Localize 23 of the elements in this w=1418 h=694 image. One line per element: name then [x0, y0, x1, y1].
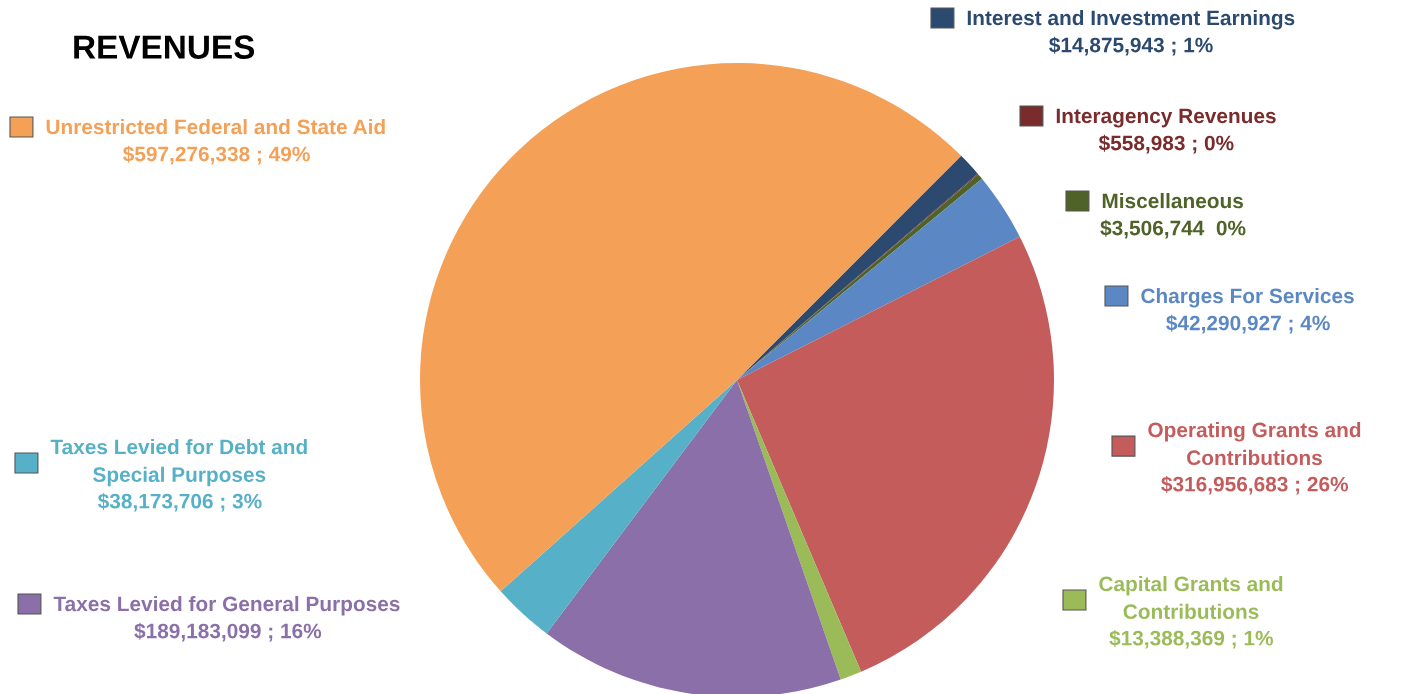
pie-slice: [500, 380, 737, 634]
legend-label: Miscellaneous: [1102, 192, 1243, 209]
data-label: $42,290,927 ; 4%: [1166, 314, 1330, 334]
pie-slice: [546, 380, 841, 694]
pie-slice: [420, 63, 962, 592]
legend-label: Capital Grants and Contributions: [1099, 576, 1283, 620]
legend-label: Interagency Revenues: [1056, 108, 1276, 128]
data-label: $189,183,099 ; 16%: [134, 622, 322, 642]
text: REVENUES: [74, 35, 255, 59]
legend-label: Interest and Investment Earnings: [967, 9, 1295, 30]
legend-label: Charges For Services: [1141, 287, 1354, 308]
legend-label: Unrestricted Federal and State Aid: [46, 118, 385, 135]
data-label: $14,875,943 ; 1%: [1049, 36, 1213, 56]
data-label: $558,983 ; 0%: [1098, 134, 1234, 154]
data-label: $316,956,683 ; 26%: [1161, 475, 1349, 495]
legend-label: Taxes Levied for Debt and Special Purposes: [50, 439, 307, 487]
pie-slice: [737, 236, 1054, 672]
data-label: $13,388,369 ; 1%: [1109, 629, 1273, 649]
data-label: $597,276,338 ; 49%: [123, 145, 310, 165]
legend-label: Operating Grants and Contributions: [1148, 422, 1361, 466]
data-label: $3,506,744 0%: [1100, 219, 1246, 239]
legend-label: Taxes Levied for General Purposes: [53, 595, 400, 616]
data-label: $38,173,706 ; 3%: [97, 492, 262, 512]
